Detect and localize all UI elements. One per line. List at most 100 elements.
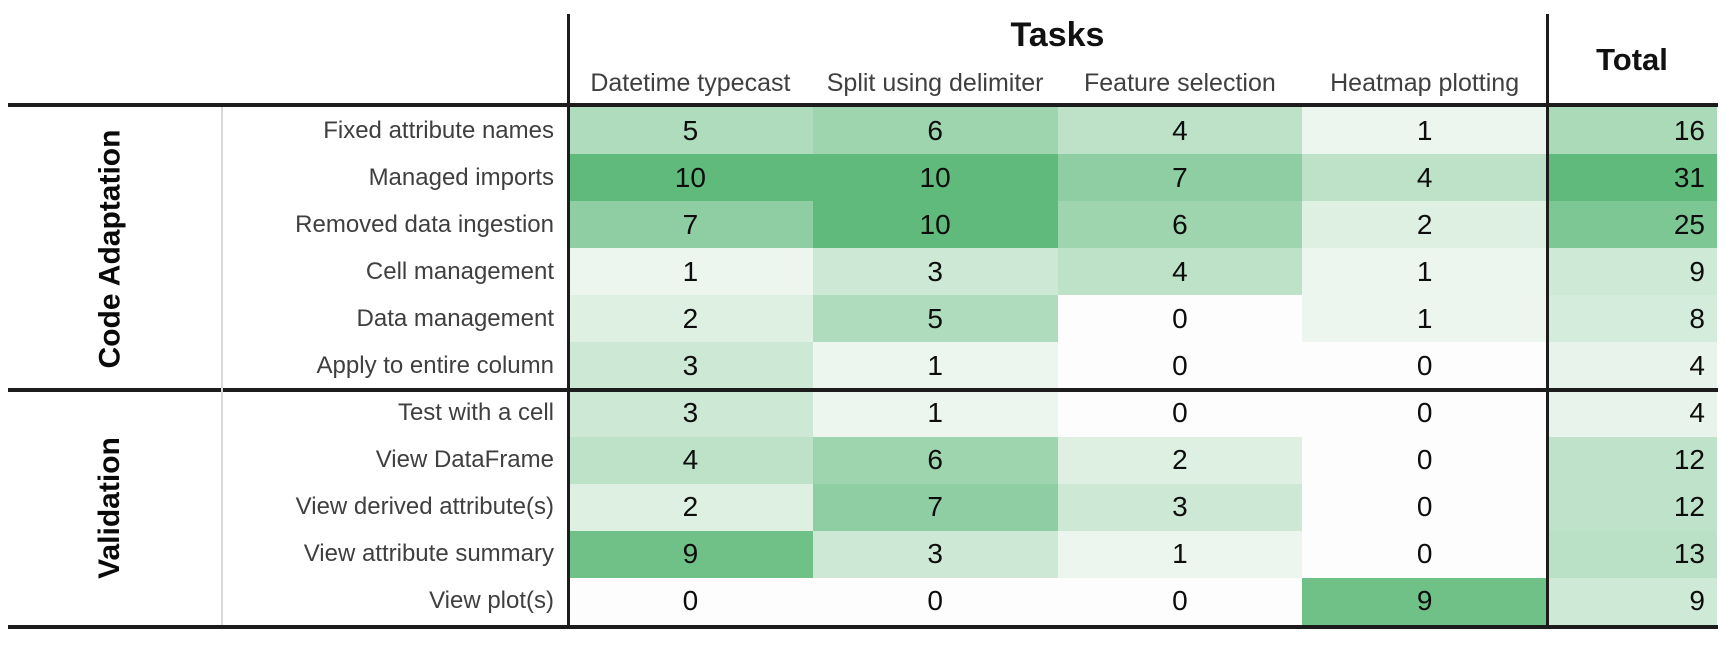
- row-group-spacer: [8, 531, 220, 578]
- heatmap-cell: 4: [1057, 248, 1303, 296]
- group-divider-line: [8, 388, 1718, 392]
- heatmap-cell: 0: [1057, 389, 1303, 437]
- row-group-spacer: [8, 295, 220, 342]
- column-header-heatmap-plotting: Heatmap plotting: [1330, 69, 1520, 97]
- heatmap-cell: 0: [1057, 342, 1303, 390]
- heatmap-cell: 2: [568, 295, 813, 343]
- table-row: Removed data ingestion 7 10 6 2 25: [8, 201, 1718, 249]
- heatmap-cell: 4: [1302, 154, 1547, 202]
- heatmap-cell: 2: [1057, 436, 1303, 484]
- total-cell: 12: [1547, 436, 1717, 484]
- group-label-separator-line: [221, 107, 223, 625]
- row-label: Removed data ingestion: [295, 210, 554, 238]
- table-row: View attribute summary 9 3 1 0 13: [8, 530, 1718, 578]
- heatmap-cell: 0: [1302, 436, 1547, 484]
- row-label: View attribute summary: [303, 540, 554, 568]
- total-cell: 31: [1547, 154, 1717, 202]
- table-row: Data management 2 5 0 1 8: [8, 295, 1718, 343]
- row-group-spacer: [8, 342, 220, 389]
- heatmap-cell: 0: [1057, 295, 1303, 343]
- heatmap-cell: 3: [568, 342, 813, 390]
- total-column-title: Total: [1596, 42, 1668, 77]
- row-group-spacer: [8, 201, 220, 248]
- table-row: View derived attribute(s) 2 7 3 0 12: [8, 483, 1718, 531]
- total-cell: 12: [1547, 483, 1717, 531]
- heatmap-cell: 1: [568, 248, 813, 296]
- row-label: Fixed attribute names: [323, 116, 554, 144]
- total-cell: 16: [1547, 107, 1717, 155]
- label-data-separator-line: [567, 14, 570, 629]
- heatmap-cell: 0: [1057, 577, 1303, 625]
- row-group-spacer: [8, 484, 220, 531]
- tasks-column-group-title: Tasks: [1010, 15, 1105, 54]
- row-label: View plot(s): [429, 587, 554, 615]
- row-group-spacer: [8, 154, 220, 201]
- table-row: Test with a cell 3 1 0 0 4: [8, 389, 1718, 437]
- heatmap-cell: 1: [1302, 248, 1547, 296]
- heatmap-cell: 0: [1302, 483, 1547, 531]
- column-header-split-using-delimiter: Split using delimiter: [826, 69, 1044, 97]
- heatmap-cell: 2: [568, 483, 813, 531]
- heatmap-cell: 7: [568, 201, 813, 249]
- heatmap-cell: 1: [1057, 530, 1303, 578]
- row-label: Cell management: [365, 257, 554, 285]
- heatmap-cell: 10: [812, 201, 1058, 249]
- heatmap-body: Fixed attribute names 5 6 4 1 16 Managed impor…: [8, 107, 1718, 625]
- table-row: View plot(s) 0 0 0 9 9: [8, 577, 1718, 625]
- total-cell: 4: [1547, 342, 1717, 390]
- total-cell: 9: [1547, 577, 1717, 625]
- heatmap-cell: 1: [812, 342, 1058, 390]
- heatmap-cell: 3: [812, 530, 1058, 578]
- heatmap-cell: 4: [1057, 107, 1303, 155]
- total-cell: 8: [1547, 295, 1717, 343]
- row-label: Apply to entire column: [316, 351, 554, 379]
- heatmap-cell: 9: [1302, 577, 1547, 625]
- heatmap-cell: 5: [812, 295, 1058, 343]
- table-row: Cell management 1 3 4 1 9: [8, 248, 1718, 296]
- heatmap-cell: 6: [812, 436, 1058, 484]
- row-group-spacer: [8, 248, 220, 295]
- heatmap-cell: 3: [1057, 483, 1303, 531]
- total-cell: 13: [1547, 530, 1717, 578]
- heatmap-cell: 3: [568, 389, 813, 437]
- total-cell: 4: [1547, 389, 1717, 437]
- heatmap-cell: 1: [812, 389, 1058, 437]
- row-group-spacer: [8, 578, 220, 625]
- heatmap-cell: 0: [1302, 389, 1547, 437]
- row-label: Test with a cell: [397, 399, 554, 426]
- table-row: View DataFrame 4 6 2 0 12: [8, 436, 1718, 484]
- row-group-spacer: [8, 389, 220, 436]
- row-group-spacer: [8, 107, 220, 154]
- row-label: Data management: [356, 304, 554, 332]
- heatmap-cell: 2: [1302, 201, 1547, 249]
- column-header-datetime-typecast: Datetime typecast: [590, 69, 791, 97]
- header-divider-line: [8, 103, 1718, 107]
- heatmap-cell: 10: [568, 154, 813, 202]
- table-row: Managed imports 10 10 7 4 31: [8, 154, 1718, 202]
- heatmap-cell: 0: [1302, 342, 1547, 390]
- heatmap-cell: 3: [812, 248, 1058, 296]
- total-cell: 9: [1547, 248, 1717, 296]
- heatmap-cell: 1: [1302, 295, 1547, 343]
- heatmap-cell: 0: [568, 577, 813, 625]
- heatmap-cell: 6: [812, 107, 1058, 155]
- column-headers: Datetime typecast Split using delimiter …: [568, 62, 1547, 104]
- row-label: Managed imports: [368, 163, 554, 191]
- column-header-feature-selection: Feature selection: [1083, 69, 1276, 97]
- table-row: Fixed attribute names 5 6 4 1 16: [8, 107, 1718, 155]
- heatmap-cell: 9: [568, 530, 813, 578]
- heatmap-cell: 0: [812, 577, 1058, 625]
- heatmap-cell: 6: [1057, 201, 1303, 249]
- heatmap-cell: 4: [568, 436, 813, 484]
- total-cell: 25: [1547, 201, 1717, 249]
- bottom-border-line: [8, 625, 1718, 629]
- heatmap-cell: 5: [568, 107, 813, 155]
- row-label: View DataFrame: [375, 446, 554, 474]
- heatmap-cell: 7: [1057, 154, 1303, 202]
- table-row: Apply to entire column 3 1 0 0 4: [8, 342, 1718, 390]
- heatmap-cell: 1: [1302, 107, 1547, 155]
- heatmap-cell: 10: [812, 154, 1058, 202]
- total-separator-line: [1546, 14, 1549, 629]
- heatmap-cell: 7: [812, 483, 1058, 531]
